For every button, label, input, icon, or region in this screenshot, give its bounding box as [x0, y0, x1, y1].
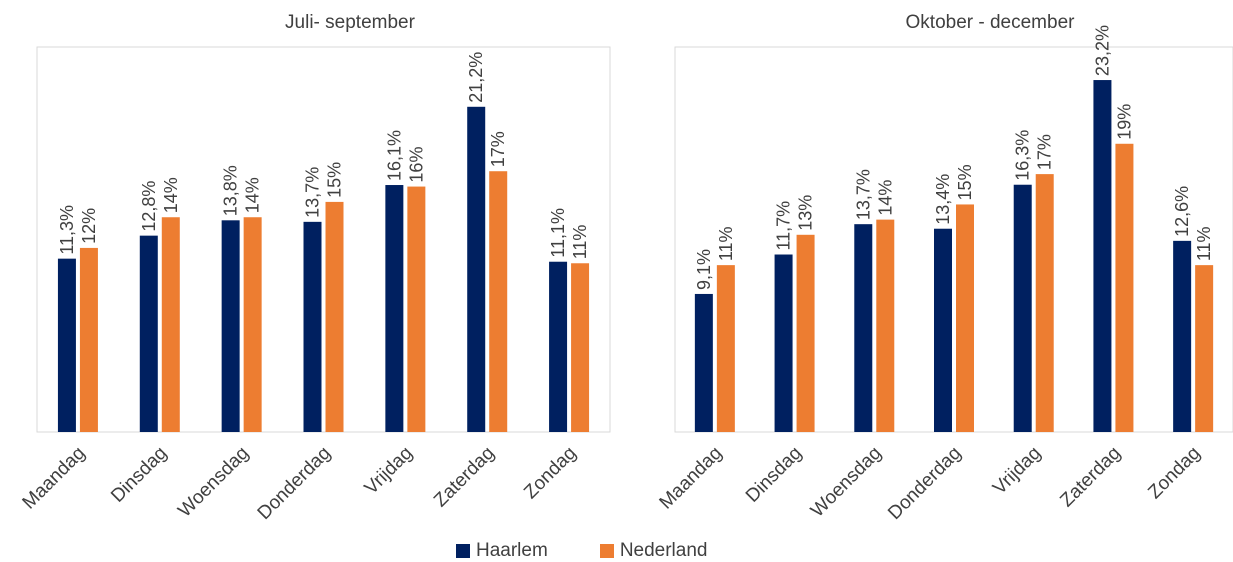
bar-nederland-donderdag	[325, 201, 344, 432]
data-label-haarlem-maandag: 11,3%	[57, 205, 77, 255]
bar-haarlem-zondag	[549, 261, 568, 432]
bar-nederland-maandag	[79, 247, 98, 432]
data-label-haarlem-dinsdag: 12,8%	[139, 181, 159, 232]
data-label-haarlem-zaterdag: 23,2%	[1092, 25, 1112, 76]
legend: Haarlem Nederland	[456, 540, 707, 562]
data-label-haarlem-donderdag: 13,7%	[303, 167, 323, 218]
bar-nederland-maandag	[716, 265, 735, 432]
tick-label-zaterdag: Zaterdag	[1056, 443, 1125, 512]
bar-haarlem-vrijdag	[385, 185, 404, 432]
bar-haarlem-maandag	[57, 258, 76, 432]
tick-label-dinsdag: Dinsdag	[107, 443, 171, 507]
data-label-nederland-zondag: 11%	[1194, 226, 1214, 261]
bar-haarlem-dinsdag	[774, 254, 793, 432]
data-label-haarlem-zaterdag: 21,2%	[466, 52, 486, 103]
tick-label-zaterdag: Zaterdag	[430, 443, 499, 512]
bar-haarlem-maandag	[694, 293, 713, 432]
tick-label-woensdag: Woensdag	[807, 443, 886, 522]
bar-nederland-zondag	[571, 263, 590, 432]
tick-label-maandag: Maandag	[19, 443, 90, 514]
data-label-nederland-woensdag: 14%	[243, 177, 263, 213]
chart-title: Oktober - december	[906, 12, 1076, 33]
bar-haarlem-zondag	[1173, 240, 1192, 432]
tick-label-vrijdag: Vrijdag	[989, 443, 1045, 499]
data-label-nederland-dinsdag: 14%	[161, 177, 181, 213]
data-label-haarlem-vrijdag: 16,3%	[1013, 130, 1033, 181]
bar-nederland-dinsdag	[161, 217, 180, 432]
tick-label-zondag: Zondag	[520, 443, 580, 503]
data-label-nederland-zaterdag: 17%	[488, 131, 508, 167]
chart-title: Juli- september	[285, 12, 416, 33]
data-label-nederland-donderdag: 15%	[955, 164, 975, 200]
legend-label-nederland: Nederland	[619, 540, 708, 561]
legend-item-haarlem: Haarlem	[456, 540, 548, 562]
plot-area	[674, 46, 1233, 433]
bar-haarlem-donderdag	[934, 228, 952, 432]
data-label-haarlem-dinsdag: 11,7%	[774, 201, 794, 251]
data-label-haarlem-maandag: 9,1%	[694, 249, 714, 290]
legend-swatch-haarlem	[456, 544, 470, 558]
data-label-nederland-maandag: 12%	[79, 208, 99, 244]
data-label-nederland-vrijdag: 16%	[406, 147, 426, 183]
data-label-nederland-dinsdag: 13%	[796, 195, 816, 231]
tick-label-woensdag: Woensdag	[174, 443, 253, 522]
tick-label-vrijdag: Vrijdag	[361, 443, 417, 499]
data-label-nederland-donderdag: 15%	[325, 162, 345, 198]
bar-haarlem-vrijdag	[1013, 184, 1032, 432]
bar-haarlem-donderdag	[303, 221, 322, 432]
bar-nederland-zaterdag	[1115, 143, 1134, 432]
tick-label-maandag: Maandag	[656, 443, 727, 514]
bar-haarlem-zaterdag	[467, 106, 486, 433]
bar-nederland-zondag	[1195, 265, 1214, 432]
data-label-haarlem-zondag: 12,6%	[1172, 186, 1192, 237]
bar-nederland-vrijdag	[407, 186, 426, 432]
data-label-haarlem-woensdag: 13,8%	[221, 165, 241, 216]
tick-label-dinsdag: Dinsdag	[742, 443, 806, 507]
bar-nederland-donderdag	[956, 204, 974, 432]
data-label-nederland-woensdag: 14%	[875, 180, 895, 216]
data-label-haarlem-vrijdag: 16,1%	[384, 130, 404, 181]
data-label-nederland-maandag: 11%	[716, 226, 736, 261]
legend-item-nederland: Nederland	[599, 540, 708, 562]
legend-label-haarlem: Haarlem	[476, 540, 548, 561]
data-label-haarlem-woensdag: 13,7%	[853, 169, 873, 220]
data-label-nederland-zaterdag: 19%	[1114, 104, 1134, 140]
legend-swatch-nederland	[599, 544, 614, 558]
bar-haarlem-woensdag	[854, 224, 873, 432]
bar-haarlem-woensdag	[221, 220, 240, 432]
plot-area	[36, 46, 611, 433]
data-label-haarlem-zondag: 11,1%	[548, 208, 568, 258]
bar-haarlem-zaterdag	[1093, 80, 1112, 432]
data-label-nederland-zondag: 11%	[570, 225, 590, 260]
tick-label-donderdag: Donderdag	[254, 443, 335, 524]
data-label-haarlem-donderdag: 13,4%	[933, 174, 953, 225]
bar-nederland-vrijdag	[1035, 174, 1054, 433]
bar-nederland-zaterdag	[489, 171, 508, 432]
bar-nederland-dinsdag	[796, 234, 815, 432]
tick-label-zondag: Zondag	[1144, 443, 1204, 503]
bar-haarlem-dinsdag	[139, 235, 158, 432]
tick-label-donderdag: Donderdag	[884, 443, 965, 524]
bar-nederland-woensdag	[243, 217, 262, 432]
bar-nederland-woensdag	[876, 219, 895, 432]
data-label-nederland-vrijdag: 17%	[1035, 134, 1055, 170]
